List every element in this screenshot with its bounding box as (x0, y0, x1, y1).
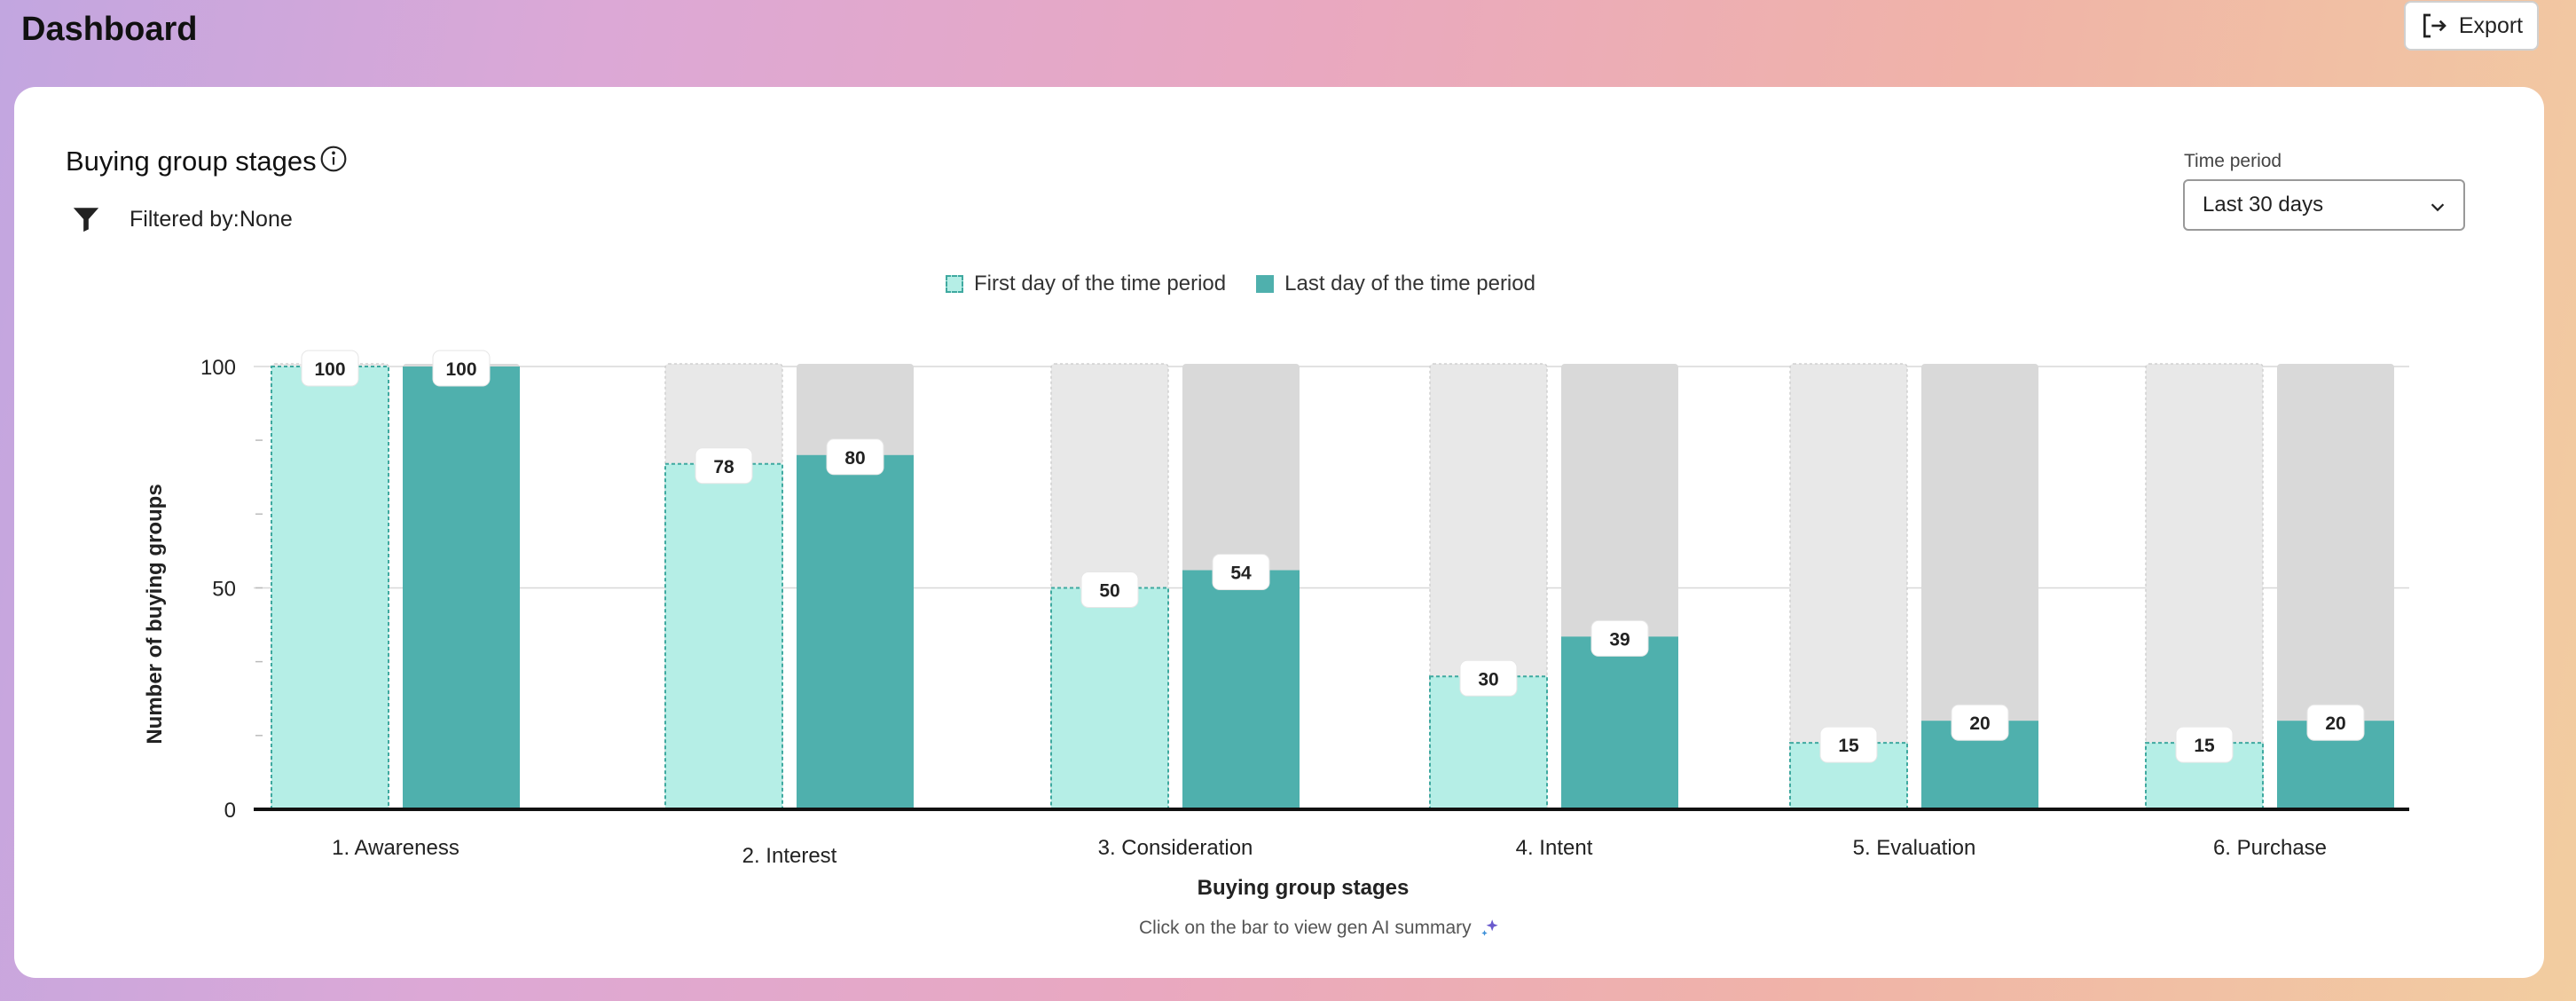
data-label-last: 80 (844, 448, 865, 469)
ai-summary-hint-text: Click on the bar to view gen AI summary (1139, 918, 1472, 938)
x-axis-title: Buying group stages (1198, 876, 1410, 900)
data-label-bg-first (695, 447, 753, 485)
data-label-bg-first (301, 350, 359, 387)
y-tick-label: 100 (200, 356, 236, 380)
data-label-last: 54 (1230, 564, 1252, 584)
widget-title: Buying group stages (66, 146, 317, 177)
data-label-first: 100 (314, 359, 345, 380)
data-label-first: 15 (2194, 736, 2215, 756)
data-label-bg-first (1819, 726, 1878, 763)
data-label-bg-first (1459, 659, 1518, 697)
info-icon[interactable] (319, 145, 348, 173)
data-label-bg-last (1212, 554, 1270, 591)
data-label-bg-last (2306, 704, 2365, 741)
x-tick-label: 2. Interest (742, 844, 837, 868)
legend-label-last: Last day of the time period (1284, 272, 1535, 296)
data-label-last: 100 (445, 359, 476, 380)
legend-label-first: First day of the time period (974, 272, 1227, 296)
sparkle-icon (1480, 919, 1498, 936)
data-label-bg-first (1080, 571, 1139, 608)
data-label-last: 39 (1609, 629, 1630, 650)
data-label-first: 30 (1478, 669, 1498, 690)
export-icon (2423, 13, 2446, 38)
y-tick-label: 0 (224, 799, 236, 823)
x-tick-label: 3. Consideration (1098, 836, 1253, 860)
data-label-first: 78 (713, 457, 734, 477)
filter-icon (73, 208, 99, 233)
data-label-bg-last (1951, 704, 2009, 741)
data-label-bg-first (2175, 726, 2234, 763)
export-label: Export (2458, 12, 2524, 38)
bar-last-day (403, 367, 520, 809)
bar-last-day (1561, 636, 1678, 809)
legend-swatch-last (1256, 275, 1275, 293)
filter-label: Filtered by: (130, 207, 240, 232)
bar-track-last (2277, 364, 2394, 809)
time-period-select[interactable]: Last 30 days (2183, 179, 2465, 231)
bar-first-day (664, 462, 783, 811)
time-period-value: Last 30 days (2203, 193, 2324, 217)
y-tick-label: 50 (212, 578, 236, 602)
legend-swatch-first (946, 275, 963, 293)
x-tick-label: 5. Evaluation (1853, 836, 1976, 860)
bar-track-last (1921, 364, 2038, 809)
page-title: Dashboard (21, 11, 198, 48)
x-tick-label: 4. Intent (1516, 836, 1593, 860)
bar-first-day (271, 366, 389, 810)
bar-last-day (1182, 570, 1300, 809)
data-label-bg-last (1590, 619, 1649, 657)
data-label-bg-last (432, 350, 491, 387)
x-tick-label: 1. Awareness (332, 836, 459, 860)
x-tick-label: 6. Purchase (2213, 836, 2327, 860)
data-label-first: 15 (1838, 736, 1859, 756)
bar-last-day (797, 454, 914, 809)
time-period-label: Time period (2184, 151, 2282, 171)
ai-summary-hint: Click on the bar to view gen AI summary (1139, 917, 1502, 940)
y-axis-title: Number of buying groups (143, 484, 167, 744)
data-label-bg-last (826, 438, 884, 476)
chart-legend: First day of the time period Last day of… (946, 272, 1535, 296)
data-label-first: 50 (1099, 581, 1119, 602)
export-button[interactable]: Export (2404, 1, 2539, 51)
data-label-last: 20 (1969, 713, 1990, 734)
data-label-last: 20 (2325, 713, 2345, 734)
chevron-down-icon (2431, 203, 2445, 212)
bar-first-day (1050, 587, 1169, 810)
filter-value: None (240, 207, 293, 232)
